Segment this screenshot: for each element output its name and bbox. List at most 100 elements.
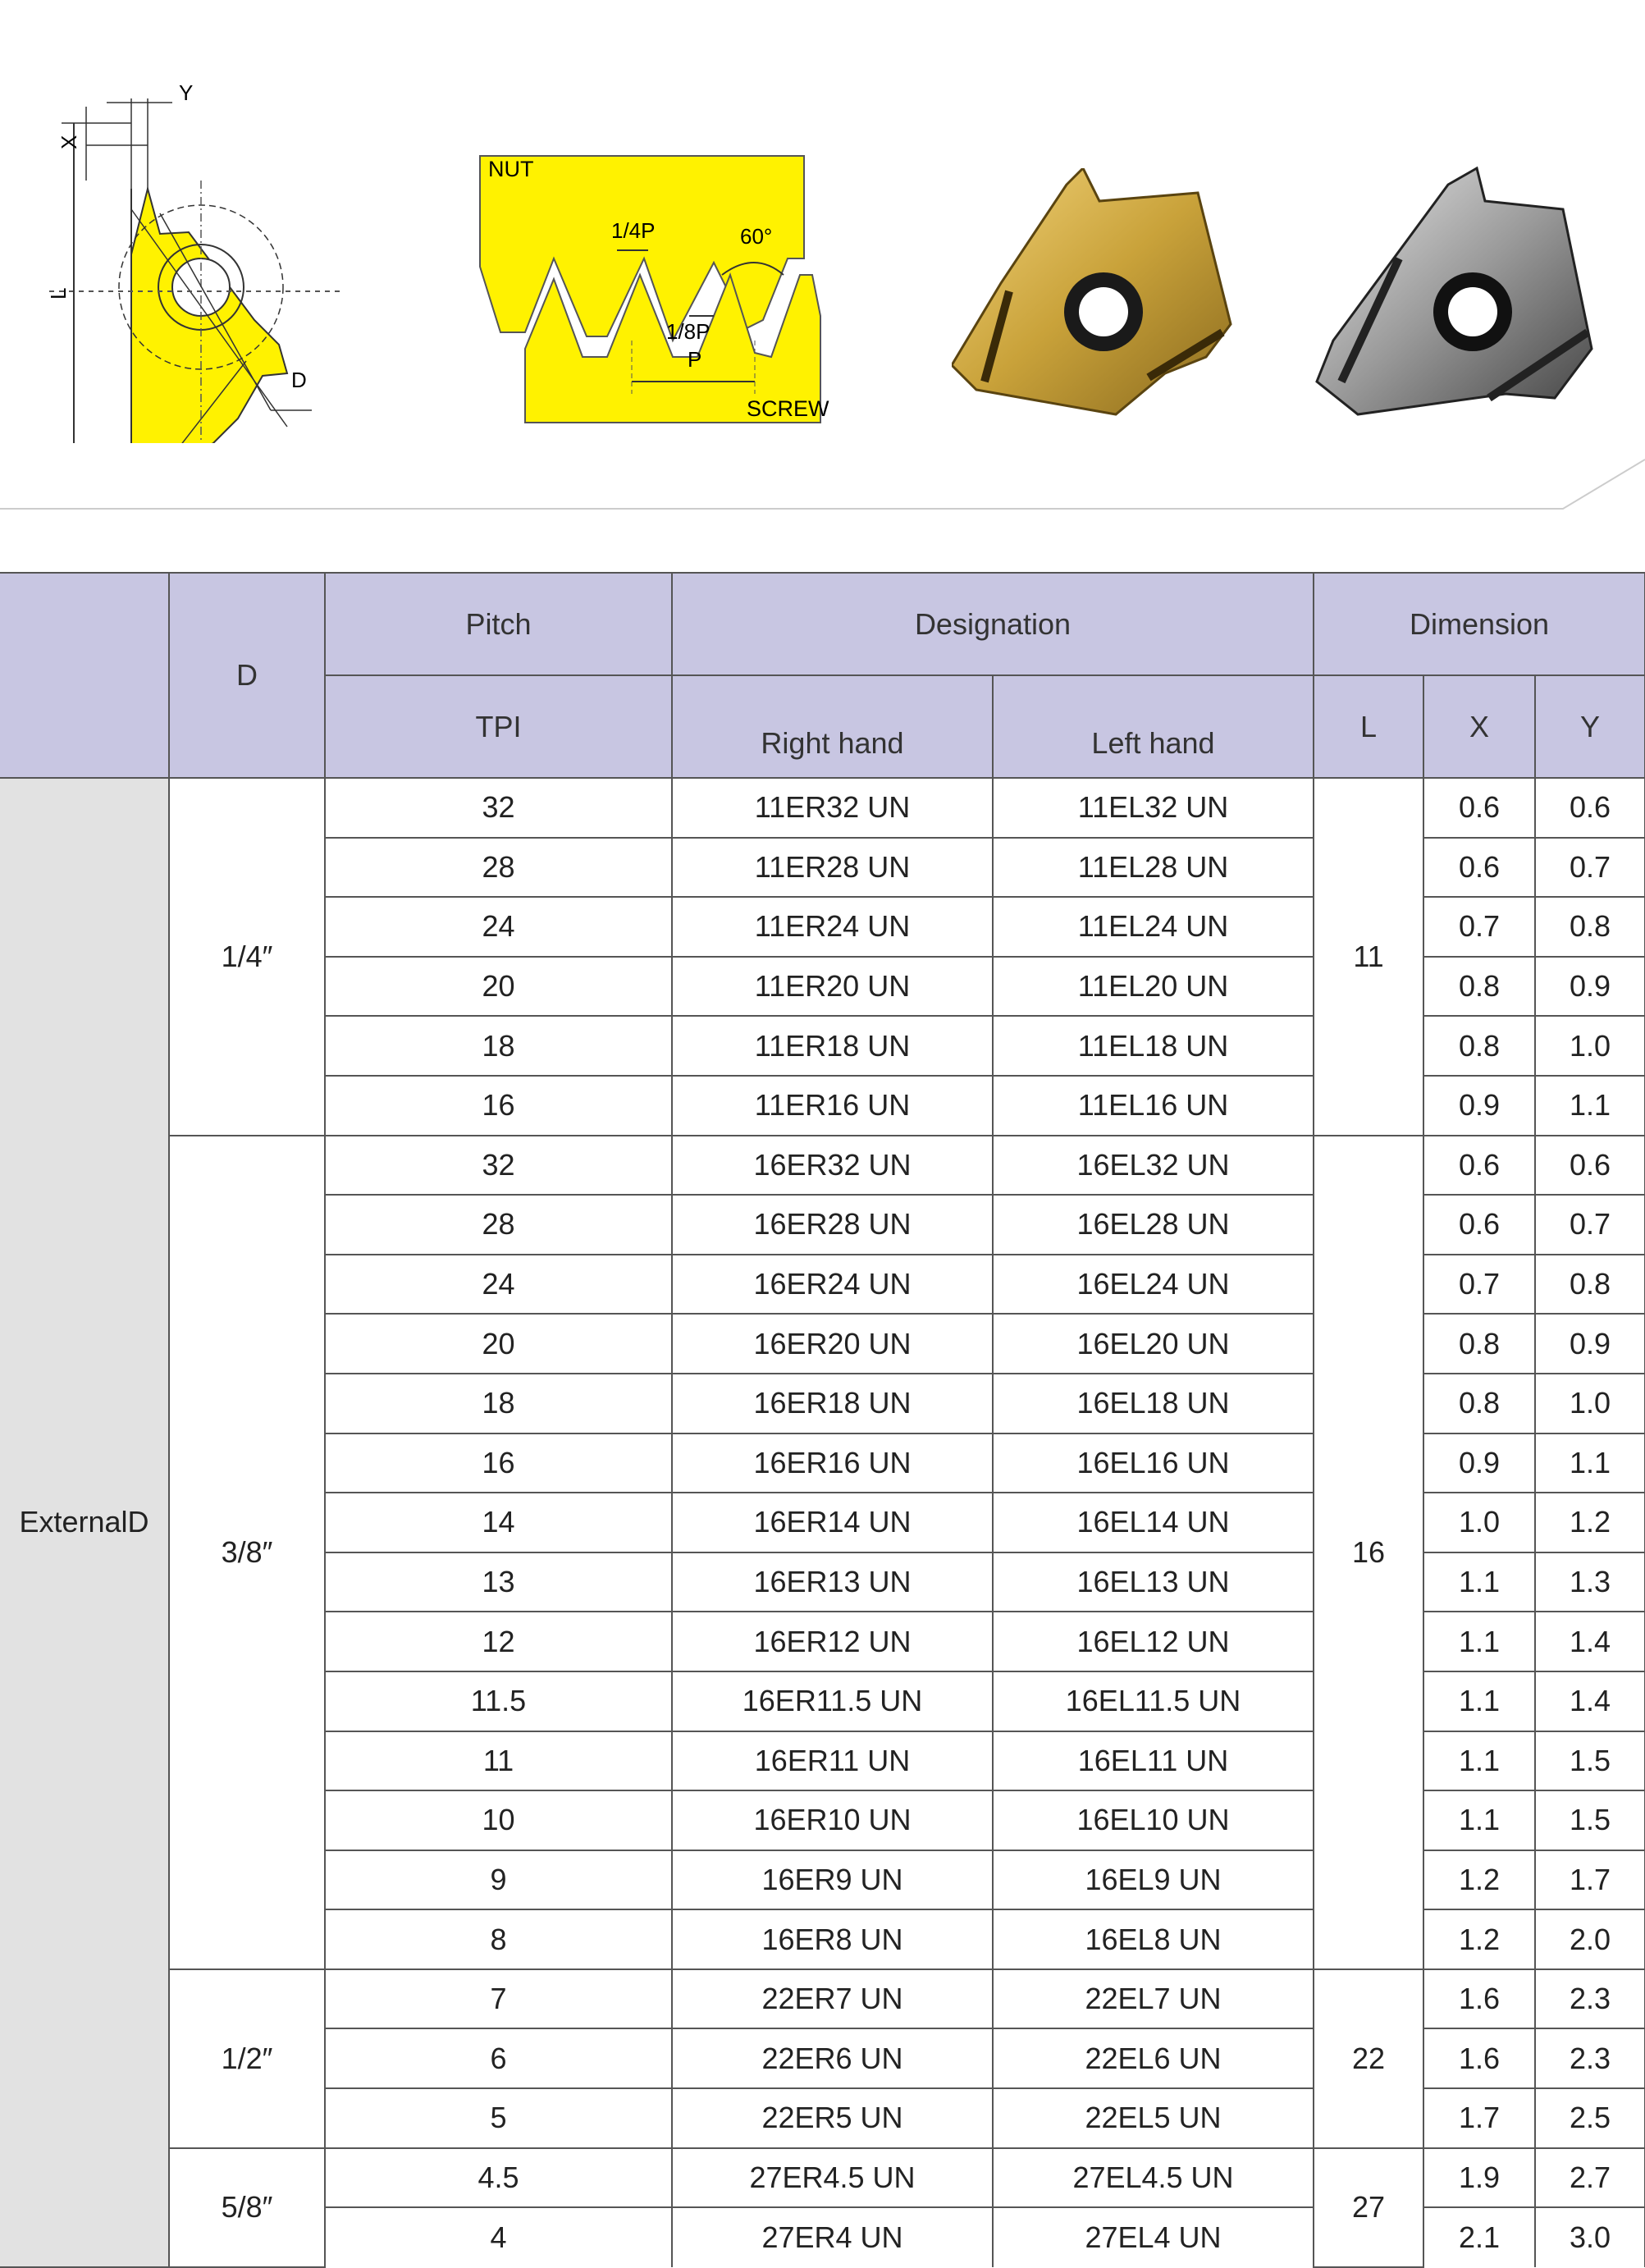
x-cell: 0.7 <box>1423 896 1536 958</box>
label-eighth-p: 1/8P <box>666 319 711 344</box>
x-cell: 0.6 <box>1423 836 1536 899</box>
header-d: D <box>168 572 326 779</box>
header-tpi: TPI <box>324 674 673 779</box>
tpi-cell: 9 <box>324 1849 673 1911</box>
left-hand-cell: 22EL6 UN <box>992 2028 1314 2090</box>
x-cell: 1.1 <box>1423 1730 1536 1792</box>
y-cell: 0.6 <box>1534 777 1645 839</box>
table-row: 20 16ER20 UN 16EL20 UN 0.8 0.9 <box>0 1313 1645 1374</box>
right-hand-cell: 16ER18 UN <box>671 1372 994 1434</box>
y-cell: 2.5 <box>1534 2087 1645 2149</box>
x-cell: 0.6 <box>1423 777 1536 839</box>
right-hand-cell: 16ER9 UN <box>671 1849 994 1911</box>
right-hand-cell: 16ER11.5 UN <box>671 1670 994 1732</box>
right-hand-cell: 11ER16 UN <box>671 1074 994 1136</box>
left-hand-cell: 16EL24 UN <box>992 1253 1314 1315</box>
right-hand-cell: 11ER20 UN <box>671 955 994 1017</box>
x-cell: 1.1 <box>1423 1551 1536 1613</box>
left-hand-cell: 16EL11.5 UN <box>992 1670 1314 1732</box>
d-cell: 1/4″ <box>168 777 326 1136</box>
table-row: 1/2″ 7 22ER7 UN 22EL7 UN 22 1.6 2.3 <box>0 1968 1645 2149</box>
tpi-cell: 4.5 <box>324 2147 673 2209</box>
table-row: 10 16ER10 UN 16EL10 UN 1.1 1.5 <box>0 1790 1645 1851</box>
tpi-cell: 32 <box>324 1134 673 1196</box>
tpi-cell: 13 <box>324 1551 673 1613</box>
tpi-cell: 10 <box>324 1790 673 1851</box>
thread-insert-table: D Pitch Designation Dimension TPI Right … <box>0 572 1645 2268</box>
right-hand-cell: 11ER24 UN <box>671 896 994 958</box>
table-row: 16 11ER16 UN 11EL16 UN 0.9 1.1 <box>0 1074 1645 1136</box>
y-cell: 2.0 <box>1534 1909 1645 1970</box>
left-hand-cell: 16EL16 UN <box>992 1432 1314 1494</box>
left-hand-cell: 27EL4.5 UN <box>992 2147 1314 2209</box>
table-row: 9 16ER9 UN 16EL9 UN 1.2 1.7 <box>0 1849 1645 1911</box>
left-hand-cell: 16EL18 UN <box>992 1372 1314 1434</box>
tpi-cell: 24 <box>324 1253 673 1315</box>
label-l: L <box>46 288 71 300</box>
tpi-cell: 7 <box>324 1968 673 2030</box>
table-row: 12 16ER12 UN 16EL12 UN 1.1 1.4 <box>0 1611 1645 1672</box>
y-cell: 0.8 <box>1534 1253 1645 1315</box>
y-cell: 0.7 <box>1534 836 1645 899</box>
left-hand-cell: 22EL7 UN <box>992 1968 1314 2030</box>
tpi-cell: 28 <box>324 1194 673 1255</box>
table-row: 24 16ER24 UN 16EL24 UN 0.7 0.8 <box>0 1253 1645 1315</box>
tpi-cell: 6 <box>324 2028 673 2090</box>
right-hand-cell: 16ER20 UN <box>671 1313 994 1374</box>
table-row: 6 22ER6 UN 22EL6 UN 1.6 2.3 <box>0 2028 1645 2090</box>
right-hand-cell: 16ER14 UN <box>671 1492 994 1553</box>
tpi-cell: 16 <box>324 1074 673 1136</box>
header-dimension: Dimension <box>1313 572 1645 676</box>
tpi-cell: 32 <box>324 777 673 839</box>
label-y: Y <box>179 82 193 105</box>
right-hand-cell: 11ER28 UN <box>671 836 994 899</box>
y-cell: 1.7 <box>1534 1849 1645 1911</box>
y-cell: 1.3 <box>1534 1551 1645 1613</box>
tpi-cell: 4 <box>324 2206 673 2267</box>
header-right-hand: Right hand <box>671 674 994 779</box>
x-cell: 0.7 <box>1423 1253 1536 1315</box>
left-hand-cell: 11EL18 UN <box>992 1015 1314 1077</box>
tpi-cell: 20 <box>324 1313 673 1374</box>
table-row: 13 16ER13 UN 16EL13 UN 1.1 1.3 <box>0 1551 1645 1613</box>
tpi-cell: 5 <box>324 2087 673 2149</box>
d-cell: 5/8″ <box>168 2147 326 2268</box>
table-row: 5 22ER5 UN 22EL5 UN 1.7 2.5 <box>0 2087 1645 2149</box>
left-hand-cell: 11EL24 UN <box>992 896 1314 958</box>
label-nut: NUT <box>488 157 534 181</box>
header-row-bottom: TPI Right hand Left hand L X Y <box>0 674 1645 779</box>
table-row: 11.5 16ER11.5 UN 16EL11.5 UN 1.1 1.4 <box>0 1670 1645 1732</box>
d-cell: 1/2″ <box>168 1968 326 2149</box>
x-cell: 0.6 <box>1423 1194 1536 1255</box>
tpi-cell: 28 <box>324 836 673 899</box>
header-designation: Designation <box>671 572 1314 676</box>
left-hand-cell: 16EL13 UN <box>992 1551 1314 1613</box>
tpi-cell: 12 <box>324 1611 673 1672</box>
thread-profile-diagram: NUT 1/4P 60° 1/8P P SCREW <box>479 155 829 423</box>
tpi-cell: 18 <box>324 1372 673 1434</box>
right-hand-cell: 16ER8 UN <box>671 1909 994 1970</box>
label-screw: SCREW <box>747 396 829 421</box>
label-quarter-p: 1/4P <box>611 218 656 243</box>
x-cell: 0.6 <box>1423 1134 1536 1196</box>
tpi-cell: 18 <box>324 1015 673 1077</box>
header-l: L <box>1313 674 1424 779</box>
label-x: X <box>57 135 81 149</box>
l-cell: 11 <box>1313 777 1424 1136</box>
y-cell: 1.1 <box>1534 1432 1645 1494</box>
table-row: 28 16ER28 UN 16EL28 UN 0.6 0.7 <box>0 1194 1645 1255</box>
y-cell: 1.0 <box>1534 1372 1645 1434</box>
y-cell: 1.5 <box>1534 1790 1645 1851</box>
right-hand-cell: 11ER32 UN <box>671 777 994 839</box>
x-cell: 1.0 <box>1423 1492 1536 1553</box>
l-cell: 16 <box>1313 1134 1424 1970</box>
x-cell: 1.1 <box>1423 1670 1536 1732</box>
x-cell: 1.2 <box>1423 1909 1536 1970</box>
left-hand-cell: 16EL10 UN <box>992 1790 1314 1851</box>
tpi-cell: 16 <box>324 1432 673 1494</box>
left-hand-cell: 16EL28 UN <box>992 1194 1314 1255</box>
header-x: X <box>1423 674 1536 779</box>
right-hand-cell: 16ER12 UN <box>671 1611 994 1672</box>
header-y: Y <box>1534 674 1645 779</box>
y-cell: 1.1 <box>1534 1074 1645 1136</box>
